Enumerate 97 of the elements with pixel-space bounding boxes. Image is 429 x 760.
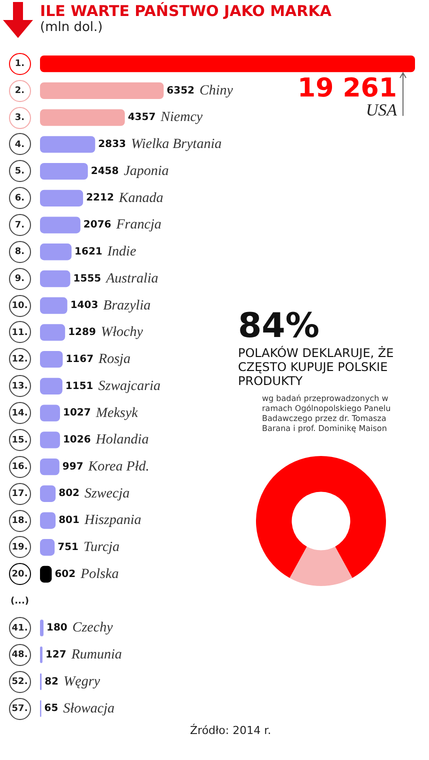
data-label: 82 <box>44 676 59 688</box>
chart-subtitle: (mln dol.) <box>40 20 103 35</box>
annotation: Niemcy <box>160 110 204 126</box>
y-tick-label: 6. <box>14 193 25 204</box>
data-label: 602 <box>54 568 76 580</box>
bar <box>40 56 415 72</box>
annotation: Turcja <box>83 540 120 556</box>
data-label: 1403 <box>70 300 98 312</box>
bar <box>40 136 96 153</box>
annotation: Meksyk <box>94 406 139 421</box>
bar <box>40 458 60 476</box>
bar <box>40 270 70 288</box>
annotation: Australia <box>105 271 158 286</box>
bar <box>40 404 60 422</box>
y-tick-label: 4. <box>14 140 25 150</box>
annotation: Rosja <box>98 352 130 368</box>
y-tick-label: 10. <box>12 300 28 311</box>
bar <box>40 190 84 206</box>
annotation: Indie <box>106 244 136 260</box>
y-tick-label: 57. <box>12 704 28 714</box>
y-tick-label: 41. <box>12 623 28 634</box>
annotation: wg badań przeprowadzonych w ramach Ogólnopolskiego Panelu Badawczego przez dr. Tomasza Barana i prof. Dominikę Maison <box>262 394 392 434</box>
bar <box>40 82 164 100</box>
annotation: Chiny <box>200 83 234 98</box>
bar <box>40 512 56 529</box>
y-tick-label: 20. <box>12 570 28 580</box>
annotation: Rumunia <box>70 648 122 663</box>
bar <box>40 432 60 448</box>
annotation: Słowacja <box>63 701 115 716</box>
data-label: 6352 <box>166 85 195 96</box>
bar <box>40 324 66 341</box>
data-label: 1027 <box>62 408 91 419</box>
data-label: 180 <box>46 622 68 634</box>
data-label: 801 <box>58 515 80 526</box>
y-tick-label: 12. <box>12 354 28 365</box>
annotation: Polska <box>80 566 119 582</box>
annotation: Węgry <box>64 674 101 690</box>
y-tick-label: 17. <box>12 489 28 499</box>
y-tick-label: (...) <box>10 596 29 606</box>
y-tick-label: 2. <box>14 86 25 96</box>
data-label: 2212 <box>86 192 114 204</box>
y-tick-label: 7. <box>14 220 25 230</box>
y-tick-label: 52. <box>12 677 28 688</box>
y-tick-label: 13. <box>12 382 28 392</box>
y-tick-label: 8. <box>14 247 25 258</box>
data-label: 997 <box>62 461 84 472</box>
data-label: 2076 <box>83 220 112 231</box>
data-label: 1026 <box>62 434 91 446</box>
annotation: Holandia <box>94 432 149 448</box>
annotation: Kanada <box>118 190 164 206</box>
data-label: 84% <box>238 306 320 346</box>
bar <box>40 109 125 126</box>
data-label: 4357 <box>128 112 156 124</box>
annotation: Francja <box>115 218 162 233</box>
y-tick-label: 14. <box>12 408 28 418</box>
data-label: 2458 <box>90 166 119 177</box>
data-label: 751 <box>58 542 79 553</box>
data-label: 2833 <box>98 139 126 150</box>
y-tick-label: 9. <box>14 274 25 284</box>
bar <box>40 485 56 502</box>
y-tick-label: 48. <box>12 650 28 660</box>
data-label: 1151 <box>65 380 94 392</box>
bar <box>40 297 68 314</box>
text: Źródło: 2014 r. <box>190 724 272 737</box>
annotation: Czechy <box>72 620 114 636</box>
annotation: Włochy <box>100 325 144 340</box>
bar <box>40 539 55 556</box>
data-label: 1289 <box>68 327 96 338</box>
y-tick-label: 1. <box>14 59 25 70</box>
data-label: 1621 <box>74 246 102 258</box>
annotation: Szwajcaria <box>98 378 160 394</box>
data-label: 1167 <box>66 354 94 365</box>
bar <box>40 351 63 368</box>
data-label: 127 <box>45 649 66 660</box>
y-tick-label: 3. <box>14 112 25 123</box>
annotation: Szwecja <box>84 486 130 502</box>
bar <box>40 378 62 395</box>
y-tick-label: 5. <box>14 166 25 177</box>
y-tick-label: 15. <box>12 435 28 446</box>
annotation: Wielka Brytania <box>130 137 222 152</box>
bar <box>40 244 72 260</box>
y-tick-label: 16. <box>12 462 28 472</box>
y-tick-label: 19. <box>12 542 28 553</box>
bar <box>40 162 88 180</box>
chart-title: ILE WARTE PAŃSTWO JAKO MARKA <box>40 2 332 20</box>
annotation: Hiszpania <box>83 513 142 528</box>
y-tick-label: 18. <box>12 516 28 526</box>
bar <box>40 620 44 636</box>
annotation: Korea Płd. <box>87 459 150 474</box>
data-label: 65 <box>44 703 58 714</box>
annotation: Brazylia <box>103 298 151 314</box>
data-label: 802 <box>58 488 80 500</box>
text: POLAKÓW DEKLARUJE, ŻE CZĘSTO KUPUJE POLSKIE PRODUKTY <box>238 346 395 388</box>
data-label: 1555 <box>73 273 102 284</box>
y-tick-label: 11. <box>12 328 28 338</box>
bar <box>40 216 80 234</box>
annotation: Japonia <box>124 164 169 179</box>
